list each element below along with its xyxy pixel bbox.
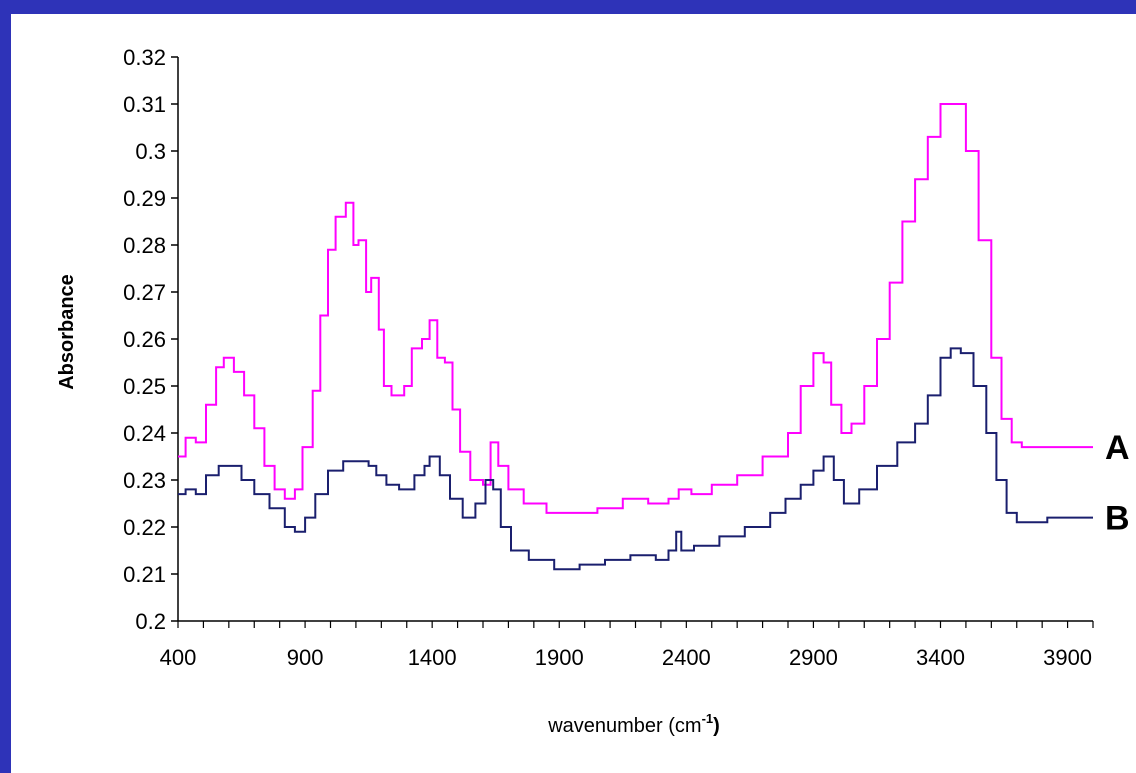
- series-lines: [178, 103, 1093, 571]
- y-tick-label: 0.24: [123, 421, 166, 446]
- slide-frame-left: [0, 0, 11, 773]
- x-tick-label: 1400: [408, 645, 457, 670]
- y-tick-label: 0.28: [123, 233, 166, 258]
- y-tick-label: 0.29: [123, 186, 166, 211]
- x-tick-label: 400: [160, 645, 197, 670]
- y-tick-label: 0.26: [123, 327, 166, 352]
- series-labels: AB: [1105, 429, 1130, 537]
- y-tick-label: 0.27: [123, 280, 166, 305]
- x-tick-label: 2900: [789, 645, 838, 670]
- slide-frame-top: [0, 0, 1136, 14]
- slide-background: [11, 14, 1136, 773]
- y-tick-label: 0.25: [123, 374, 166, 399]
- x-tick-label: 900: [287, 645, 324, 670]
- x-tick-label: 3900: [1043, 645, 1092, 670]
- x-axis-title-close: ): [713, 715, 720, 737]
- series-line-a: [178, 103, 1093, 514]
- y-tick-label: 0.23: [123, 468, 166, 493]
- y-tick-label: 0.3: [135, 139, 166, 164]
- y-tick-label: 0.21: [123, 562, 166, 587]
- x-tick-label: 1900: [535, 645, 584, 670]
- y-tick-label: 0.31: [123, 92, 166, 117]
- y-tick-label: 0.2: [135, 609, 166, 634]
- y-axis-ticks: 0.2 0.21 0.22 0.23 0.24 0.25 0.26 0.27 0.28 0.29 0…: [123, 45, 178, 634]
- x-axis-title-superscript: -1: [702, 711, 714, 726]
- x-tick-label: 3400: [916, 645, 965, 670]
- y-axis-title: Absorbance: [56, 274, 78, 390]
- y-tick-label: 0.22: [123, 515, 166, 540]
- series-label-b: B: [1105, 500, 1130, 538]
- y-tick-label: 0.32: [123, 45, 166, 70]
- x-axis-ticks: 400 900 1400 1900 2400 2900 3400 3900: [160, 621, 1094, 670]
- series-label-a: A: [1105, 429, 1130, 467]
- x-tick-label: 2400: [662, 645, 711, 670]
- series-line-b: [178, 347, 1093, 571]
- x-axis-title-main: wavenumber (cm: [547, 715, 701, 737]
- x-axis-title: wavenumber (cm-1): [547, 711, 720, 737]
